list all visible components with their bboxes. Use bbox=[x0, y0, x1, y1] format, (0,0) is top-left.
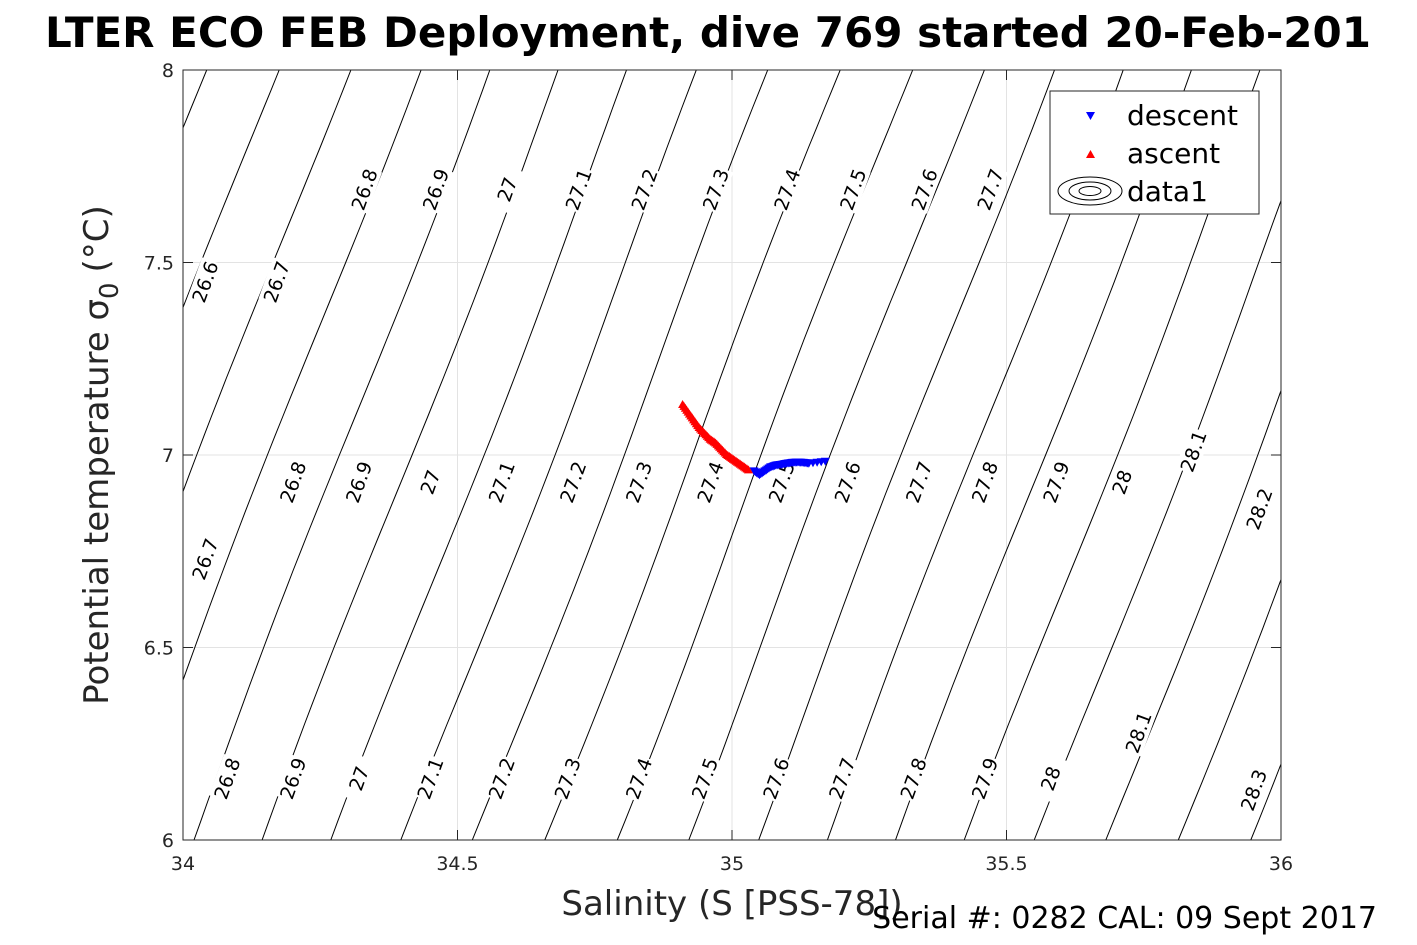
contour-label-bg-36 bbox=[758, 753, 794, 803]
contour-label-bg-26 bbox=[1241, 484, 1277, 534]
contour-label-bg-1 bbox=[258, 257, 295, 307]
x-tick-label-4: 36 bbox=[1269, 853, 1293, 875]
x-axis-label: Salinity (S [PSS-78]) bbox=[561, 884, 902, 924]
contour-label-bg-25 bbox=[1175, 426, 1212, 476]
contour-label-bg-10 bbox=[906, 164, 943, 214]
contour-line-11 bbox=[688, 70, 985, 840]
contour-label-bg-40 bbox=[1032, 753, 1069, 803]
contour-label-bg-39 bbox=[966, 753, 1003, 803]
contour-line-2 bbox=[183, 70, 352, 494]
contour-label-bg-38 bbox=[895, 753, 932, 803]
contour-line-10 bbox=[616, 70, 914, 840]
y-axis-label-unit: (°C) bbox=[77, 205, 117, 272]
contour-line-21 bbox=[1378, 32, 1417, 879]
y-tick-label-4: 8 bbox=[162, 60, 174, 82]
data-series bbox=[678, 399, 830, 480]
contour-label-bg-3 bbox=[417, 164, 454, 214]
contour-line-18 bbox=[1177, 578, 1281, 840]
legend-box bbox=[1049, 90, 1260, 215]
contour-label-bg-12 bbox=[274, 457, 311, 507]
contour-label-bg-4 bbox=[489, 164, 525, 214]
contour-label-bg-0 bbox=[187, 257, 223, 307]
ascent-point-12 bbox=[743, 465, 753, 474]
axis-ticks: 34 34.5 35 35.5 36 6 6.5 7 7.5 8 bbox=[144, 60, 1293, 875]
contour-label-bg-21 bbox=[900, 457, 937, 507]
contour-line-20 bbox=[1307, 32, 1417, 879]
chart-title: LTER ECO FEB Deployment, dive 769 starte… bbox=[45, 8, 1371, 57]
legend-descent-marker bbox=[1086, 112, 1095, 120]
x-tick-label-3: 35.5 bbox=[985, 853, 1027, 875]
contour-label-bg-28 bbox=[209, 753, 245, 803]
y-axis-label: Potential temperature σ0 (°C) bbox=[77, 205, 125, 705]
contour-label-bg-24 bbox=[1103, 457, 1140, 507]
contour-label-bg-41 bbox=[1120, 707, 1157, 757]
contour-label-bg-19 bbox=[763, 457, 800, 507]
legend-ascent-marker bbox=[1086, 150, 1095, 158]
contour-label-bg-15 bbox=[483, 457, 520, 507]
legend-ascent-label: ascent bbox=[1127, 137, 1220, 170]
contour-label-bg-6 bbox=[626, 164, 663, 214]
contour-label-bg-30 bbox=[340, 753, 377, 803]
legend-descent-label: descent bbox=[1127, 99, 1238, 132]
contour-line-1 bbox=[183, 70, 280, 309]
contour-label-bg-37 bbox=[823, 753, 860, 803]
contour-label-bg-35 bbox=[686, 753, 723, 803]
contour-label-bg-9 bbox=[834, 164, 871, 214]
contour-label-bg-11 bbox=[972, 164, 1008, 214]
calibration-footnote: Serial #: 0282 CAL: 09 Sept 2017 bbox=[872, 901, 1377, 936]
contour-label-bg-34 bbox=[620, 753, 657, 803]
contour-label-bg-16 bbox=[554, 457, 591, 507]
legend-data1-label: data1 bbox=[1127, 175, 1208, 208]
contour-label-bg-7 bbox=[697, 164, 734, 214]
descent-point-11 bbox=[820, 457, 830, 466]
legend-contour-icon bbox=[1057, 176, 1123, 206]
contour-label-bg-13 bbox=[340, 457, 377, 507]
y-tick-label-2: 7 bbox=[162, 445, 174, 467]
contour-label-bg-33 bbox=[549, 753, 586, 803]
contour-label-bg-42 bbox=[1235, 765, 1272, 815]
contour-label-bg-31 bbox=[412, 753, 448, 803]
x-tick-label-1: 34.5 bbox=[436, 853, 478, 875]
contour-line-12 bbox=[758, 70, 1056, 840]
y-axis-label-main: Potential temperature σ bbox=[77, 299, 117, 705]
contour-label-bg-5 bbox=[560, 164, 597, 214]
contour-label-bg-23 bbox=[1038, 457, 1074, 507]
contour-label-bg-20 bbox=[829, 457, 866, 507]
contour-label-bg-2 bbox=[346, 164, 383, 214]
contour-label-bg-8 bbox=[769, 164, 805, 214]
contour-label-bg-27 bbox=[187, 534, 223, 584]
x-tick-label-0: 34 bbox=[171, 853, 195, 875]
contour-label-bg-32 bbox=[483, 753, 520, 803]
contour-label-bg-18 bbox=[692, 457, 728, 507]
y-tick-label-0: 6 bbox=[162, 830, 174, 852]
y-tick-label-1: 6.5 bbox=[144, 638, 174, 660]
contour-label-bg-14 bbox=[412, 457, 448, 507]
y-axis-label-subscript: 0 bbox=[95, 282, 125, 299]
contour-label-bg-29 bbox=[274, 753, 311, 803]
contour-label-bg-22 bbox=[966, 457, 1003, 507]
legend: descent ascent data1 bbox=[1049, 90, 1260, 215]
contour-label-bg-17 bbox=[620, 457, 657, 507]
x-tick-label-2: 35 bbox=[720, 853, 744, 875]
y-tick-label-3: 7.5 bbox=[144, 253, 174, 275]
